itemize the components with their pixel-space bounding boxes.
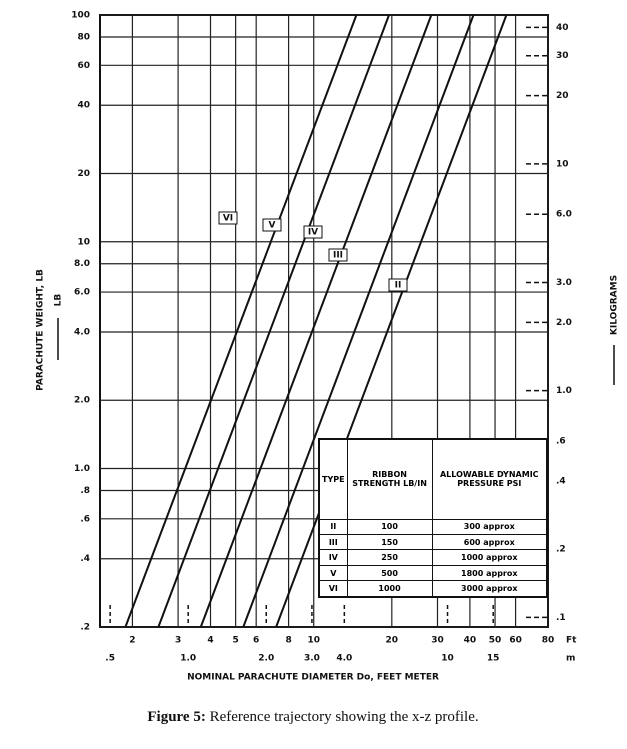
x2-tick-label: 15 (487, 654, 500, 664)
line-label: V (269, 221, 276, 231)
series-line (199, 14, 433, 628)
table-cell: 1000 (346, 580, 433, 598)
y2-tick-label: 20 (556, 91, 569, 101)
x-tick-label: 3 (175, 636, 181, 646)
x-tick-label: 6 (253, 636, 259, 646)
x-axis-label: NOMINAL PARACHUTE DIAMETER Do, FEET METE… (187, 673, 439, 683)
y-tick-label: 40 (77, 101, 90, 111)
x-tick-label: 4 (207, 636, 213, 646)
table-cell: 150 (346, 534, 433, 551)
y2-tick-label: 1.0 (556, 386, 572, 396)
x2-unit: m (566, 654, 575, 664)
table-cell: 1000 approx (431, 549, 548, 566)
x2-tick-label: .5 (105, 654, 115, 664)
table-cell: III (318, 534, 348, 551)
table-cell: 250 (346, 549, 433, 566)
x-tick-label: 20 (386, 636, 399, 646)
y-tick-label: 80 (77, 32, 90, 42)
table-row: IV 250 1000 approx (318, 549, 548, 566)
y-tick-label: 20 (77, 169, 90, 179)
line-label-box (262, 218, 282, 232)
y2-tick-label: 6.0 (556, 210, 572, 220)
y-tick-label: 10 (77, 237, 90, 247)
y-tick-label: 100 (71, 11, 90, 21)
y2-tick-label: 10 (556, 159, 569, 169)
y-tick-label: 1.0 (74, 464, 90, 474)
x-unit: Ft (566, 636, 577, 646)
series-line (157, 14, 390, 628)
x-tick-label: 10 (307, 636, 320, 646)
line-label: III (333, 251, 343, 261)
x-tick-label: 40 (464, 636, 477, 646)
y-tick-label: 8.0 (74, 259, 90, 269)
caption-label: Figure 5: (147, 709, 205, 725)
x2-tick-label: 1.0 (180, 654, 196, 664)
y-tick-label: .6 (80, 514, 90, 524)
x-tick-label: 5 (233, 636, 239, 646)
x-tick-label: 2 (129, 636, 135, 646)
x2-tick-label: 10 (441, 654, 454, 664)
line-label-box (218, 211, 238, 225)
th: ALLOWABLE DYNAMIC PRESSURE PSI (431, 438, 548, 520)
series-line (124, 14, 358, 628)
y2-tick-label: .2 (556, 545, 566, 555)
table-cell: 300 approx (431, 518, 548, 536)
x2-tick-label: 2.0 (258, 654, 274, 664)
table-cell: II (318, 518, 348, 536)
x2-tick-label: 3.0 (304, 654, 320, 664)
table-cell: 600 approx (431, 534, 548, 551)
line-label: VI (223, 214, 233, 224)
series-line (275, 14, 508, 628)
series-line (242, 14, 475, 628)
line-label-box (303, 225, 323, 239)
y-tick-label: .2 (80, 623, 90, 633)
table-cell: 100 (346, 518, 433, 536)
y-axis-unit: LB (54, 294, 64, 307)
line-label-box (328, 248, 348, 262)
table-cell: 3000 approx (431, 580, 548, 598)
y2-axis-label: KILOGRAMS (610, 275, 620, 335)
table-row: II 100 300 approx (318, 518, 548, 536)
table-cell: 500 (346, 564, 433, 582)
y2-tick-label: 40 (556, 23, 569, 33)
y-tick-label: 4.0 (74, 327, 90, 337)
y2-tick-label: 2.0 (556, 318, 572, 328)
caption-text: Reference trajectory showing the x-z pro… (210, 709, 479, 725)
table-row: V 500 1800 approx (318, 564, 548, 582)
caption: Figure 5: Reference trajectory showing t… (147, 709, 478, 725)
table-cell: V (318, 564, 348, 582)
table-cell: 1800 approx (431, 564, 548, 582)
type-table: TYPE RIBBON STRENGTH LB/IN ALLOWABLE DYNAM… (318, 438, 548, 598)
th: TYPE (318, 438, 348, 520)
table-row: III 150 600 approx (318, 534, 548, 551)
y-tick-label: .4 (80, 554, 90, 564)
y-axis-label: PARACHUTE WEIGHT, LB (36, 269, 46, 391)
y2-tick-label: .4 (556, 476, 566, 486)
y-tick-label: 60 (77, 61, 90, 71)
x-tick-label: 60 (509, 636, 522, 646)
y2-tick-label: 30 (556, 51, 569, 61)
x-tick-label: 30 (431, 636, 444, 646)
x-tick-label: 8 (285, 636, 291, 646)
x-tick-label: 50 (489, 636, 502, 646)
line-label-box (388, 278, 408, 292)
line-label: II (395, 281, 402, 291)
table-cell: IV (318, 549, 348, 566)
table-row: VI 1000 3000 approx (318, 580, 548, 598)
th: RIBBON STRENGTH LB/IN (346, 438, 433, 520)
table-cell: VI (318, 580, 348, 598)
y-tick-label: 2.0 (74, 396, 90, 406)
y2-tick-label: 3.0 (556, 278, 572, 288)
line-label: IV (308, 228, 318, 238)
y2-tick-label: .1 (556, 613, 566, 623)
y-tick-label: 6.0 (74, 288, 90, 298)
x2-tick-label: 4.0 (336, 654, 352, 664)
y2-tick-label: .6 (556, 436, 566, 446)
y-tick-label: .8 (80, 486, 90, 496)
x-tick-label: 80 (542, 636, 555, 646)
